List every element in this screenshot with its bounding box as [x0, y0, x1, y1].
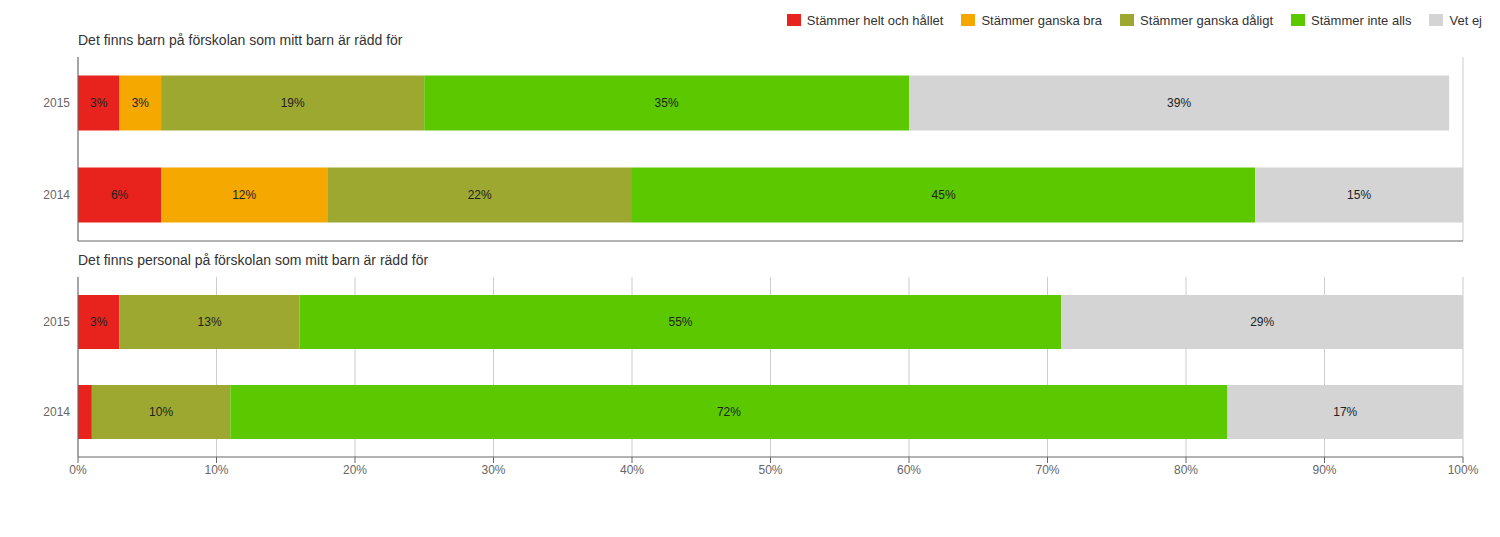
svg-text:13%: 13% [198, 315, 222, 329]
svg-text:0%: 0% [69, 463, 87, 477]
svg-text:10%: 10% [149, 405, 173, 419]
svg-text:2014: 2014 [43, 188, 70, 202]
svg-text:15%: 15% [1347, 188, 1371, 202]
svg-text:2015: 2015 [43, 315, 70, 329]
svg-text:40%: 40% [620, 463, 644, 477]
html-text:Stämmer ganska dåligt: Stämmer ganska dåligt [1140, 12, 1273, 28]
svg-text:80%: 80% [1174, 463, 1198, 477]
svg-text:3%: 3% [90, 96, 108, 110]
svg-text:72%: 72% [717, 405, 741, 419]
html-text:Det finns barn på förskolan so: Det finns barn på förskolan som mitt bar… [78, 32, 403, 48]
svg-text:100%: 100% [1448, 463, 1479, 477]
html-text:Vet ej: Vet ej [1449, 12, 1482, 28]
html-text:Stämmer ganska bra: Stämmer ganska bra [981, 12, 1103, 28]
svg-text:29%: 29% [1250, 315, 1274, 329]
svg-text:12%: 12% [232, 188, 256, 202]
svg-text:10%: 10% [204, 463, 228, 477]
svg-text:2014: 2014 [43, 405, 70, 419]
svg-text:6%: 6% [111, 188, 129, 202]
svg-text:90%: 90% [1312, 463, 1336, 477]
svg-text:30%: 30% [481, 463, 505, 477]
html-text:Stämmer helt och hållet: Stämmer helt och hållet [806, 12, 944, 28]
svg-text:50%: 50% [758, 463, 782, 477]
svg-text:17%: 17% [1333, 405, 1357, 419]
svg-text:3%: 3% [132, 96, 150, 110]
svg-text:45%: 45% [932, 188, 956, 202]
svg-text:2015: 2015 [43, 96, 70, 110]
svg-text:3%: 3% [90, 315, 108, 329]
svg-text:60%: 60% [897, 463, 921, 477]
html-text:Stämmer inte alls: Stämmer inte alls [1311, 12, 1412, 28]
svg-text:35%: 35% [655, 96, 679, 110]
svg-text:55%: 55% [668, 315, 692, 329]
html-text:Det finns personal på förskola: Det finns personal på förskolan som mitt… [78, 252, 429, 268]
svg-text:20%: 20% [343, 463, 367, 477]
svg-text:70%: 70% [1035, 463, 1059, 477]
svg-text:39%: 39% [1167, 96, 1191, 110]
svg-text:19%: 19% [281, 96, 305, 110]
svg-text:22%: 22% [468, 188, 492, 202]
